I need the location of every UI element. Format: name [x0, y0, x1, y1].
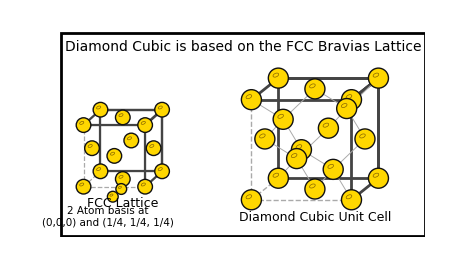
Circle shape	[146, 141, 161, 156]
Circle shape	[368, 168, 389, 188]
Circle shape	[76, 179, 91, 194]
Text: Diamond Cubic Unit Cell: Diamond Cubic Unit Cell	[239, 211, 391, 224]
Circle shape	[93, 164, 108, 178]
Circle shape	[85, 141, 100, 156]
Circle shape	[124, 133, 138, 148]
Circle shape	[138, 179, 153, 194]
Circle shape	[155, 164, 169, 178]
Circle shape	[255, 129, 275, 149]
Circle shape	[273, 109, 293, 129]
Text: Diamond Cubic is based on the FCC Bravias Lattice: Diamond Cubic is based on the FCC Bravia…	[64, 40, 421, 54]
Circle shape	[116, 110, 130, 125]
Circle shape	[116, 184, 127, 194]
Circle shape	[241, 190, 261, 210]
Circle shape	[292, 140, 311, 160]
Circle shape	[108, 191, 118, 202]
Circle shape	[138, 118, 153, 132]
Circle shape	[93, 102, 108, 117]
Circle shape	[305, 79, 325, 99]
Circle shape	[241, 90, 261, 110]
Circle shape	[107, 149, 122, 163]
Circle shape	[305, 179, 325, 199]
Circle shape	[268, 68, 288, 88]
Circle shape	[319, 118, 338, 138]
Circle shape	[355, 129, 375, 149]
Circle shape	[155, 102, 169, 117]
Circle shape	[268, 168, 288, 188]
Circle shape	[287, 149, 307, 169]
Circle shape	[368, 68, 389, 88]
Circle shape	[76, 118, 91, 132]
Text: FCC Lattice: FCC Lattice	[87, 197, 158, 210]
Circle shape	[341, 90, 362, 110]
Circle shape	[323, 159, 343, 179]
Circle shape	[337, 98, 357, 119]
Text: 2 Atom basis at
(0,0,0) and (1/4, 1/4, 1/4): 2 Atom basis at (0,0,0) and (1/4, 1/4, 1…	[42, 206, 174, 227]
Circle shape	[116, 172, 130, 186]
Circle shape	[341, 190, 362, 210]
